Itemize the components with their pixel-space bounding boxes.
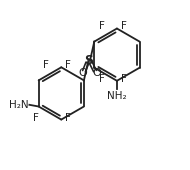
Text: H₂N: H₂N: [9, 100, 28, 110]
Text: F: F: [99, 21, 105, 31]
Text: F: F: [65, 60, 71, 70]
Text: F: F: [43, 60, 49, 70]
Text: F: F: [33, 113, 39, 123]
Text: O: O: [78, 68, 87, 78]
Text: S: S: [85, 54, 94, 67]
Text: F: F: [65, 113, 71, 123]
Text: NH₂: NH₂: [107, 91, 127, 101]
Text: O: O: [92, 68, 101, 78]
Text: F: F: [121, 21, 127, 31]
Text: F: F: [121, 74, 127, 84]
Text: F: F: [99, 74, 105, 84]
